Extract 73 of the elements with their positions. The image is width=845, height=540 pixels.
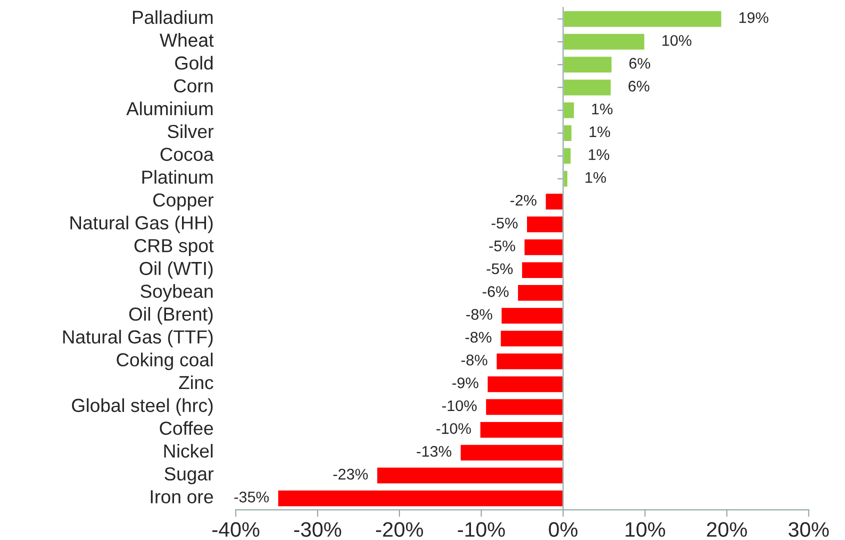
x-tick-label: 10% xyxy=(626,522,666,537)
data-label: -2% xyxy=(510,194,536,206)
x-tick-label: 20% xyxy=(707,522,747,537)
data-label: 6% xyxy=(628,80,650,92)
bar xyxy=(562,32,646,52)
bar xyxy=(523,238,564,256)
data-label: -5% xyxy=(489,240,516,252)
bar xyxy=(562,55,613,74)
y-tick-label: Silver xyxy=(168,124,214,138)
data-label: -5% xyxy=(486,263,513,274)
bar xyxy=(495,352,564,371)
data-label: -9% xyxy=(452,377,478,388)
data-label: -5% xyxy=(492,218,518,229)
bar xyxy=(544,192,564,211)
bar xyxy=(520,260,564,280)
bar xyxy=(499,329,564,348)
data-label: -35% xyxy=(234,492,269,502)
bar xyxy=(562,124,573,142)
y-tick-label: Oil (Brent) xyxy=(129,306,213,324)
x-tick-label: -20% xyxy=(376,522,424,537)
data-label: -6% xyxy=(482,286,509,297)
y-tick-label: Nickel xyxy=(164,444,213,458)
bar xyxy=(500,306,564,325)
bar xyxy=(459,443,564,462)
y-tick-label: CRB spot xyxy=(134,239,214,256)
y-tick-label: Iron ore xyxy=(150,490,213,504)
y-tick-label: Copper xyxy=(153,193,214,210)
y-tick-label: Aluminium xyxy=(126,102,213,116)
data-label: 1% xyxy=(592,104,612,114)
y-tick-label: Global steel (hrc) xyxy=(72,398,213,416)
y-tick-label: Natural Gas (TTF) xyxy=(63,330,213,348)
x-tick-label: 0% xyxy=(548,522,578,537)
data-label: 10% xyxy=(662,35,692,46)
y-tick-label: Natural Gas (HH) xyxy=(70,216,213,234)
x-tick-label: -10% xyxy=(458,522,505,537)
x-tick-label: -40% xyxy=(212,522,260,537)
data-label: 6% xyxy=(629,58,650,69)
y-tick-label: Sugar xyxy=(164,467,214,484)
y-tick-label: Oil (WTI) xyxy=(140,261,213,279)
data-label: 1% xyxy=(586,172,606,183)
data-label: -23% xyxy=(333,468,368,480)
y-tick-label: Gold xyxy=(175,56,213,70)
y-tick-label: Corn xyxy=(174,79,213,92)
bar xyxy=(276,489,564,508)
bar xyxy=(562,101,576,120)
bar xyxy=(484,398,564,416)
data-label: 1% xyxy=(590,126,610,138)
y-tick-label: Coking coal xyxy=(116,352,213,370)
bar xyxy=(562,10,723,28)
data-label: 1% xyxy=(588,149,610,160)
y-tick-label: Platinum xyxy=(142,170,213,184)
bar xyxy=(376,466,564,485)
bar xyxy=(526,215,564,234)
x-tick-label: 30% xyxy=(788,522,829,537)
data-label: -10% xyxy=(436,423,471,434)
data-label: -13% xyxy=(416,446,452,457)
bar xyxy=(478,420,564,440)
y-tick-label: Coffee xyxy=(160,421,213,435)
bar xyxy=(516,284,564,302)
y-tick-label: Cocoa xyxy=(160,148,214,161)
data-label: 19% xyxy=(739,12,768,24)
data-label: -8% xyxy=(465,332,492,343)
x-tick-label: -30% xyxy=(294,522,342,537)
y-tick-label: Soybean xyxy=(140,284,213,302)
y-tick-label: Zinc xyxy=(178,375,214,390)
y-tick-label: Palladium xyxy=(132,10,213,24)
y-tick-label: Wheat xyxy=(160,33,214,47)
data-label: -8% xyxy=(466,309,492,320)
bar xyxy=(562,78,612,97)
bar xyxy=(562,146,572,166)
data-label: -10% xyxy=(442,400,477,412)
bar xyxy=(486,374,564,394)
data-label: -8% xyxy=(461,354,488,366)
